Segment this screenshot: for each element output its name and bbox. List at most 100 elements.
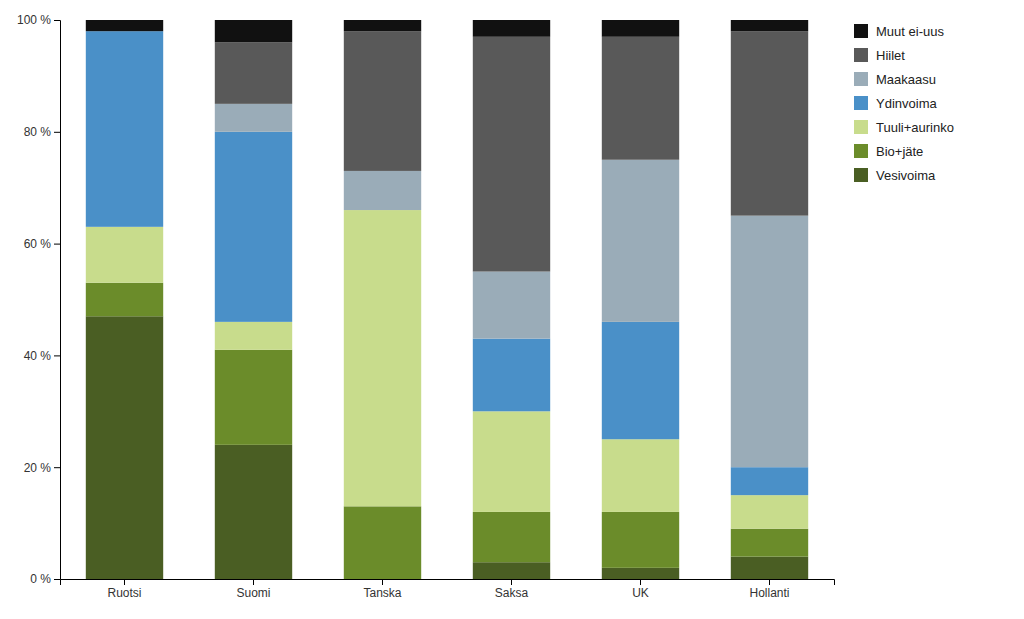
bar-segment	[731, 495, 808, 529]
axis-line	[54, 21, 61, 580]
tick: 20 %	[24, 461, 60, 475]
bar-segment	[602, 37, 679, 160]
tick: Ruotsi	[107, 579, 141, 600]
bar-segment	[731, 216, 808, 468]
tick-label: Suomi	[236, 586, 270, 600]
tick-label: Ruotsi	[107, 586, 141, 600]
tick-mark	[124, 579, 125, 585]
tick: 60 %	[24, 237, 60, 251]
bar-segment	[602, 20, 679, 37]
bar-segment	[473, 411, 550, 512]
tick: Hollanti	[749, 579, 789, 600]
legend-item: Muut ei-uus	[854, 24, 944, 39]
legend-swatch	[854, 24, 868, 38]
tick-mark	[54, 244, 60, 245]
bar-segment	[86, 20, 163, 31]
legend-label: Muut ei-uus	[876, 24, 944, 39]
tick: UK	[632, 579, 649, 600]
bar-segment	[86, 283, 163, 317]
bar-segment	[473, 20, 550, 37]
tick-label: 80 %	[24, 125, 52, 139]
bar-segment	[731, 557, 808, 579]
series	[86, 31, 808, 495]
tick-mark	[640, 579, 641, 585]
series	[86, 210, 808, 529]
legend-label: Bio+jäte	[876, 144, 923, 159]
legend-item: Maakaasu	[854, 72, 936, 87]
bar-segment	[602, 568, 679, 579]
axis-line	[61, 580, 835, 586]
tick-label: 0 %	[30, 572, 51, 586]
bar-segment	[344, 506, 421, 579]
bar-segment	[473, 37, 550, 272]
tick-label: 20 %	[24, 461, 52, 475]
bar-segment	[602, 439, 679, 512]
tick-label: Tanska	[363, 586, 401, 600]
tick-mark	[54, 467, 60, 468]
bar-segment	[215, 42, 292, 103]
legend-swatch	[854, 144, 868, 158]
bar-segment	[215, 104, 292, 132]
legend-swatch	[854, 168, 868, 182]
tick-label: Hollanti	[749, 586, 789, 600]
legend-swatch	[854, 72, 868, 86]
bar-segment	[344, 31, 421, 171]
tick-mark	[54, 579, 60, 580]
tick-mark	[54, 132, 60, 133]
legend-label: Vesivoima	[876, 168, 936, 183]
tick-mark	[511, 579, 512, 585]
bar-segment	[602, 512, 679, 568]
tick: Tanska	[363, 579, 401, 600]
tick: 80 %	[24, 125, 60, 139]
legend-swatch	[854, 120, 868, 134]
tick-label: UK	[632, 586, 649, 600]
tick: 40 %	[24, 349, 60, 363]
tick-label: 40 %	[24, 349, 52, 363]
legend: Muut ei-uus Hiilet Maakaasu Ydinvoima Tuuli+…	[854, 24, 954, 183]
legend-swatch	[854, 96, 868, 110]
legend-swatch	[854, 48, 868, 62]
legend-label: Ydinvoima	[876, 96, 937, 111]
bar-segment	[731, 529, 808, 557]
plot-area: Ruotsi Suomi Tanska Saksa UK Hollanti 0 % 20 % 4…	[17, 13, 835, 599]
tick: Suomi	[236, 579, 270, 600]
tick: Saksa	[495, 579, 529, 600]
bar-segment	[473, 512, 550, 562]
bar-segment	[215, 322, 292, 350]
tick-mark	[769, 579, 770, 585]
bar-segment	[602, 160, 679, 322]
tick: 100 %	[17, 13, 60, 27]
y-axis: 0 % 20 % 40 % 60 % 80 % 100 %	[17, 13, 61, 586]
bar-segment	[344, 171, 421, 210]
legend-item: Vesivoima	[854, 168, 936, 183]
bar-segment	[215, 350, 292, 445]
series	[86, 316, 808, 579]
bar-segment	[602, 322, 679, 439]
bar-segment	[344, 210, 421, 506]
series	[86, 283, 808, 579]
legend-label: Hiilet	[876, 48, 905, 63]
bar-segment	[473, 339, 550, 412]
legend-item: Bio+jäte	[854, 144, 923, 159]
bar-segment	[215, 20, 292, 42]
bars	[86, 20, 808, 579]
series	[86, 20, 808, 42]
bar-segment	[86, 227, 163, 283]
x-axis: Ruotsi Suomi Tanska Saksa UK Hollanti	[61, 579, 835, 600]
bar-segment	[215, 132, 292, 322]
chart: Ruotsi Suomi Tanska Saksa UK Hollanti 0 % 20 % 4…	[0, 0, 1024, 619]
series	[215, 31, 808, 271]
tick-label: 60 %	[24, 237, 52, 251]
tick-label: 100 %	[17, 13, 51, 27]
legend-item: Tuuli+aurinko	[854, 120, 954, 135]
legend-item: Hiilet	[854, 48, 905, 63]
tick-mark	[54, 355, 60, 356]
legend-label: Tuuli+aurinko	[876, 120, 954, 135]
bar-segment	[86, 316, 163, 579]
bar-segment	[215, 445, 292, 579]
legend-item: Ydinvoima	[854, 96, 937, 111]
bar-segment	[731, 467, 808, 495]
tick-mark	[382, 579, 383, 585]
tick-mark	[253, 579, 254, 585]
bar-segment	[473, 272, 550, 339]
